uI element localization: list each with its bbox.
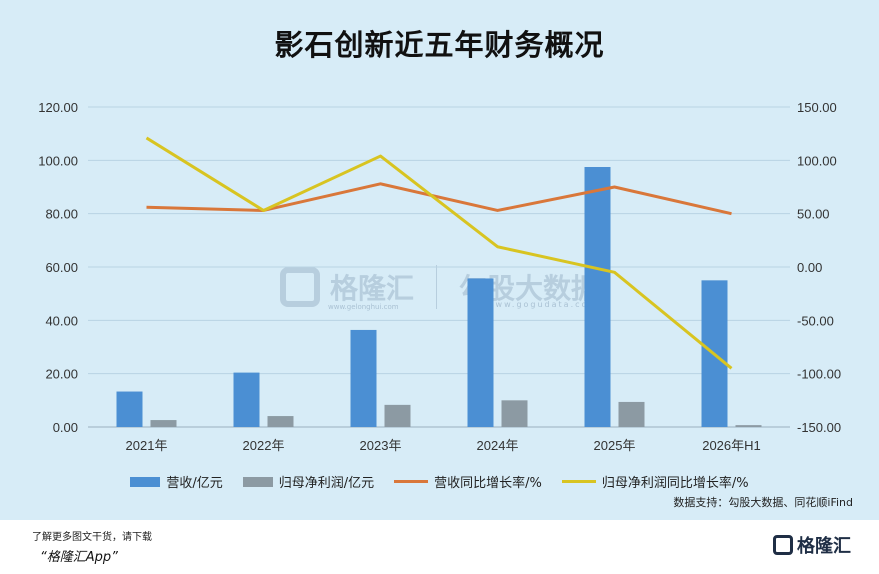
footer: 了解更多图文干货，请下载 “格隆汇App” 格隆汇 [0,520,879,574]
legend-label: 营收同比增长率/% [434,476,542,491]
legend-label: 归母净利润/亿元 [278,476,375,491]
legend-item-revenue-growth: 营收同比增长率/% [394,472,542,491]
y-left-tick-label: 100.00 [38,153,78,168]
y-right-tick-label: -100.00 [797,367,841,382]
promo-app-name: “格隆汇App” [40,550,118,565]
line-revenue-growth [146,182,732,216]
bar-revenue [350,329,377,427]
watermark-logo-icon [280,267,320,307]
bar-net-profit [150,420,177,427]
promo-text: 了解更多图文干货，请下载 [32,532,152,543]
bar-net-profit [384,404,411,427]
legend-item-profit-growth: 归母净利润同比增长率/% [561,472,749,491]
x-tick-label: 2021年 [126,438,168,453]
legend-swatch [242,476,273,487]
bar-revenue [584,167,611,427]
bar-revenue [233,372,260,427]
y-left-tick-label: 80.00 [45,207,78,222]
bar-net-profit [501,400,528,427]
x-tick-label: 2024年 [477,438,519,453]
y-left-tick-label: 60.00 [45,260,78,275]
brand-logo: 格隆汇 [773,532,851,558]
legend-swatch [394,480,429,483]
x-tick-label: 2022年 [243,438,285,453]
watermark-text: 格隆汇 [330,272,415,305]
legend-swatch [130,476,161,487]
y-right-tick-label: -150.00 [797,420,841,435]
watermark-url: www.gelonghui.com [328,303,399,311]
y-left-tick-label: 0.00 [53,420,78,435]
bar-revenue [116,391,143,427]
y-left-tick-label: 40.00 [45,313,78,328]
y-left-tick-label: 20.00 [45,367,78,382]
combo-chart: 0.00 20.00 40.00 60.00 80.00 100.00 120.00 -150… [38,100,841,453]
legend-label: 归母净利润同比增长率/% [601,476,749,491]
x-tick-label: 2023年 [360,438,402,453]
data-source: 数据支持：勾股大数据、同花顺iFind [673,496,853,509]
legend-item-net-profit: 归母净利润/亿元 [242,472,375,491]
bar-revenue [467,278,494,427]
y-left-tick-label: 120.00 [38,100,78,115]
y-right-tick-label: 100.00 [797,153,837,168]
bar-net-profit [267,416,294,427]
line-profit-growth [145,136,733,370]
legend-label: 营收/亿元 [166,476,223,491]
bar-net-profit [735,425,762,427]
bar-net-profit [618,401,645,427]
watermark-url-2: www.gogudata.com [487,300,599,309]
y-right-tick-label: 0.00 [797,260,822,275]
x-tick-label: 2025年 [594,438,636,453]
chart-legend: 营收/亿元 归母净利润/亿元 营收同比增长率/% 归母净利润同比增长率/% [0,472,879,491]
y-right-tick-label: -50.00 [797,313,834,328]
chart-title: 影石创新近五年财务概况 [274,28,605,62]
legend-swatch [561,480,596,483]
x-tick-label: 2026年H1 [702,438,761,453]
y-right-tick-label: 50.00 [797,207,830,222]
legend-item-revenue: 营收/亿元 [130,472,223,491]
brand-name: 格隆汇 [797,536,851,557]
y-right-tick-label: 150.00 [797,100,837,115]
brand-mark-icon [773,535,793,555]
watermark-divider [436,265,438,309]
